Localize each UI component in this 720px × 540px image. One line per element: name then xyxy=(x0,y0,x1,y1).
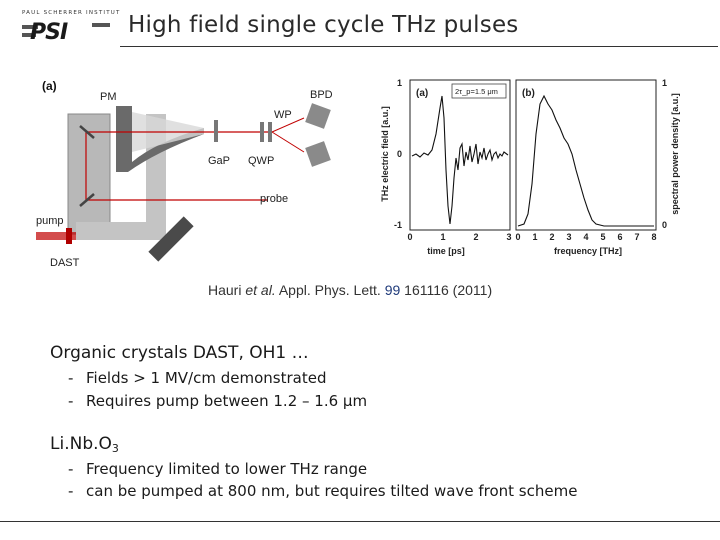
graph-b-xtick: 7 xyxy=(634,232,639,242)
title-divider xyxy=(120,46,718,47)
heading-subscript: 3 xyxy=(111,442,119,455)
bullet-item: - Fields > 1 MV/cm demonstrated xyxy=(68,369,326,387)
graph-b-xtick: 1 xyxy=(532,232,537,242)
graph-b-xtick: 3 xyxy=(566,232,571,242)
graph-a-annotation: 2τ_p=1.5 μm xyxy=(455,87,498,96)
graph-b-xtick: 4 xyxy=(583,232,588,242)
citation-journal: Appl. Phys. Lett. xyxy=(278,282,381,298)
label-bpd: BPD xyxy=(310,89,333,101)
graph-b-xtick: 2 xyxy=(549,232,554,242)
bullet-dash: - xyxy=(68,482,74,500)
graph-b-ytick: 1 xyxy=(662,78,667,88)
label-gap: GaP xyxy=(208,155,230,167)
logo-graphic xyxy=(22,23,110,37)
graph-b-label: (b) xyxy=(522,88,535,99)
graph-b-xlabel: frequency [THz] xyxy=(554,246,622,256)
citation-etal: et al. xyxy=(245,282,276,298)
graph-b-xtick: 6 xyxy=(617,232,622,242)
bullet-text: Requires pump between 1.2 – 1.6 μm xyxy=(86,392,368,410)
label-probe: probe xyxy=(260,193,288,205)
psi-logo: PAUL SCHERRER INSTITUT PSI xyxy=(22,10,119,46)
bullet-item: - can be pumped at 800 nm, but requires t… xyxy=(68,482,577,500)
graph-a-xlabel: time [ps] xyxy=(427,246,465,256)
bullet-item: - Requires pump between 1.2 – 1.6 μm xyxy=(68,392,367,410)
logo-word: PSI xyxy=(30,20,68,45)
bullet-dash: - xyxy=(68,460,74,478)
bottom-divider xyxy=(0,521,720,522)
graph-a-ytick: 1 xyxy=(397,78,402,88)
setup-diagram: (a) PM WP BPD GaP QWP probe pump DAST xyxy=(36,79,333,269)
section-heading-linbo3: Li.Nb.O3 xyxy=(50,434,119,455)
bullet-text: Frequency limited to lower THz range xyxy=(86,460,368,478)
bullet-item: - Frequency limited to lower THz range xyxy=(68,460,367,478)
bullet-dash: - xyxy=(68,369,74,387)
graph-b-xtick: 0 xyxy=(515,232,520,242)
logo-tagline: PAUL SCHERRER INSTITUT xyxy=(22,10,121,16)
graph-b-xtick: 8 xyxy=(651,232,656,242)
label-pump: pump xyxy=(36,215,64,227)
graph-a-xtick: 2 xyxy=(473,232,478,242)
label-dast: DAST xyxy=(50,257,80,269)
thz-graphs: THz electric field [a.u.] (a) 2τ_p=1.5 μ… xyxy=(380,78,680,256)
label-qwp: QWP xyxy=(248,155,274,167)
label-pm: PM xyxy=(100,91,117,103)
graph-b-xtick: 5 xyxy=(600,232,605,242)
setup-panel-label: (a) xyxy=(42,79,57,93)
graph-b-ytick: 0 xyxy=(662,220,667,230)
citation-pages-year: 161116 (2011) xyxy=(404,282,493,298)
citation: Hauri et al. Appl. Phys. Lett. 99 161116… xyxy=(208,282,492,298)
graph-a-xtick: 1 xyxy=(440,232,445,242)
citation-authors: Hauri xyxy=(208,282,242,298)
heading-main: Li.Nb.O xyxy=(50,434,112,454)
section-heading-organic: Organic crystals DAST, OH1 … xyxy=(50,343,309,363)
graph-b-ylabel: spectral power density [a.u.] xyxy=(670,93,680,215)
label-wp: WP xyxy=(274,109,292,121)
bullet-text: can be pumped at 800 nm, but requires ti… xyxy=(86,482,578,500)
graph-a-xtick: 0 xyxy=(407,232,412,242)
graph-a-xtick: 3 xyxy=(506,232,511,242)
graph-a-label: (a) xyxy=(416,88,428,99)
graph-a-ylabel: THz electric field [a.u.] xyxy=(380,106,390,202)
bullet-text: Fields > 1 MV/cm demonstrated xyxy=(86,369,327,387)
graph-a-ytick: -1 xyxy=(394,220,402,230)
page-title: High field single cycle THz pulses xyxy=(128,12,519,38)
citation-volume: 99 xyxy=(384,282,401,298)
graph-a-ytick: 0 xyxy=(397,149,402,159)
bullet-dash: - xyxy=(68,392,74,410)
